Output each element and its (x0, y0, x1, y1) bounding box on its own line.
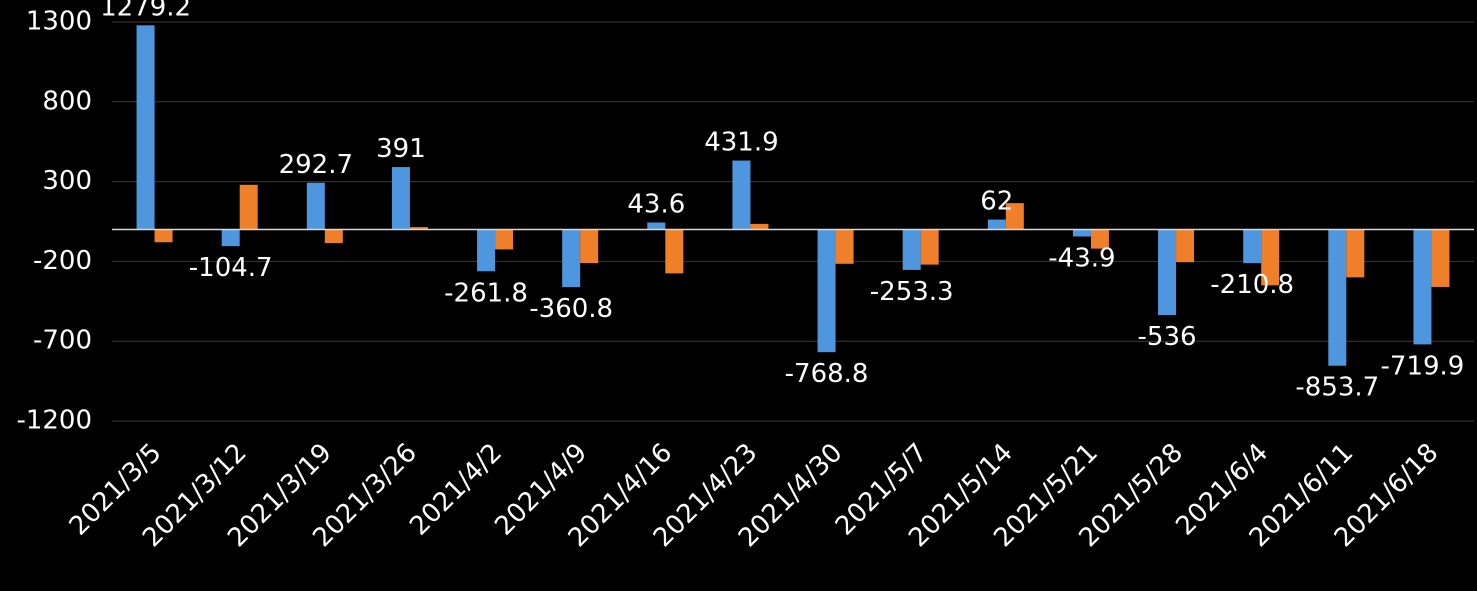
bar-series-1 (1413, 229, 1432, 345)
data-label: 292.7 (279, 150, 353, 180)
bar-series-2 (1176, 229, 1195, 263)
data-label: 62 (980, 187, 1013, 217)
bar-series-1 (1243, 229, 1262, 264)
bar-series-1 (647, 222, 666, 230)
data-label: -261.8 (444, 278, 528, 308)
bar-series-2 (1346, 229, 1365, 278)
bar-series-2 (239, 184, 258, 230)
bar-series-2 (1005, 203, 1024, 230)
x-tick-label: 2021/4/2 (404, 438, 508, 542)
data-label: -43.9 (1048, 243, 1115, 273)
x-axis: 2021/3/52021/3/122021/3/192021/3/262021/… (64, 438, 1445, 553)
bar-series-2 (1090, 229, 1109, 249)
bar-series-1 (987, 219, 1006, 230)
bars (136, 25, 1450, 366)
bar-series-1 (1158, 229, 1177, 316)
bar-series-2 (495, 229, 514, 250)
bar-series-1 (562, 229, 581, 288)
bar-series-1 (306, 182, 325, 230)
data-labels: 1279.2 -104.7 292.7 391 -261.8-360.8 43.6 431.… (100, 0, 1464, 403)
data-label: -104.7 (189, 253, 273, 283)
y-tick-label: 800 (42, 86, 92, 116)
data-label: 1279.2 (100, 0, 191, 22)
bar-series-1 (732, 160, 751, 230)
bar-series-2 (1261, 229, 1280, 286)
data-label: -768.8 (785, 359, 869, 389)
bar-series-2 (154, 229, 173, 243)
bar-series-2 (1431, 229, 1450, 287)
data-label: -253.3 (870, 277, 954, 307)
bar-series-1 (817, 229, 836, 353)
bar-series-1 (221, 229, 240, 247)
y-tick-label: 1300 (26, 7, 92, 37)
y-tick-label: -700 (33, 326, 92, 356)
bar-series-2 (665, 229, 684, 274)
bar-series-1 (391, 167, 410, 230)
data-label: 391 (376, 134, 426, 164)
bar-series-2 (580, 229, 599, 263)
bar-series-1 (902, 229, 921, 270)
data-label: -853.7 (1295, 373, 1379, 403)
data-label: -210.8 (1210, 270, 1294, 300)
bar-series-2 (835, 229, 854, 264)
gridlines (112, 21, 1474, 422)
y-tick-label: 300 (42, 166, 92, 196)
data-label: -536 (1138, 322, 1197, 352)
bar-series-1 (136, 25, 155, 230)
data-label: 431.9 (704, 128, 778, 158)
bar-series-2 (409, 227, 428, 230)
data-label: -719.9 (1381, 351, 1465, 381)
bar-series-1 (1072, 229, 1091, 237)
bar-series-2 (920, 229, 939, 265)
y-tick-label: -1200 (16, 406, 92, 436)
bar-series-2 (750, 223, 769, 230)
data-label: 43.6 (627, 190, 685, 220)
bar-series-1 (477, 229, 496, 272)
bar-series-1 (1328, 229, 1347, 366)
y-tick-label: -200 (33, 246, 92, 276)
y-axis: 1300 800 300 -200 -700 -1200 (16, 7, 92, 436)
data-label: -360.8 (529, 294, 613, 324)
bar-series-2 (324, 229, 343, 244)
